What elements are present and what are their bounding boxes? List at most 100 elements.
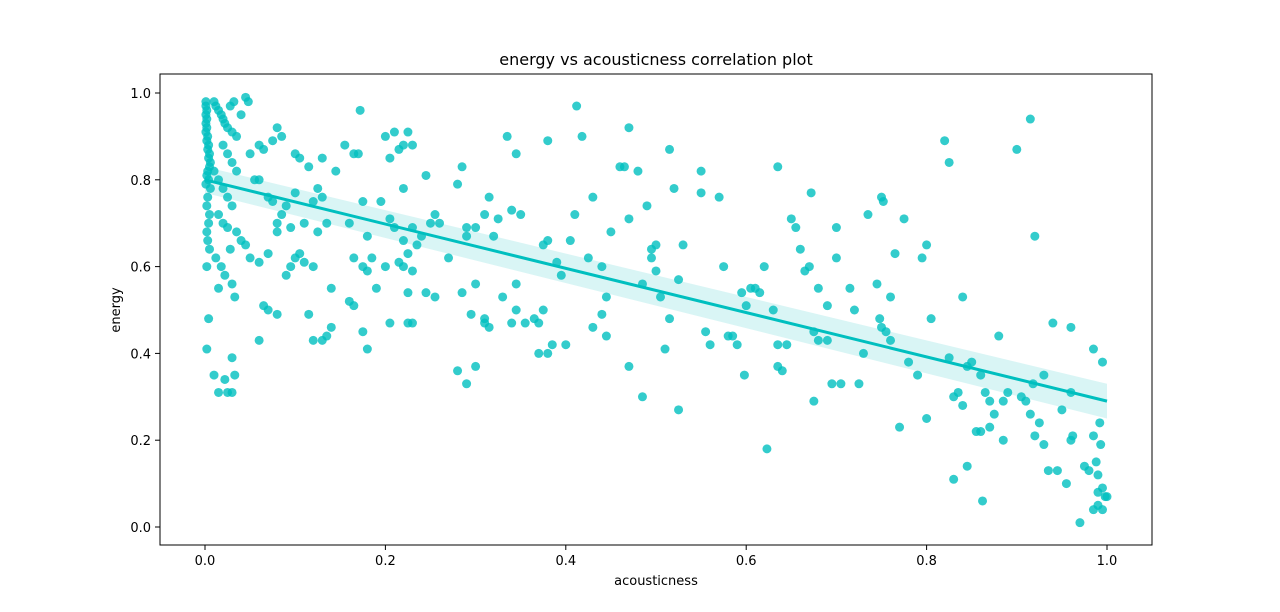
data-point xyxy=(243,97,253,107)
data-point xyxy=(209,166,219,176)
data-point xyxy=(489,231,499,241)
data-point xyxy=(1066,322,1076,332)
data-point xyxy=(762,444,772,454)
data-point xyxy=(225,244,235,254)
data-point xyxy=(254,335,264,345)
data-point xyxy=(1097,483,1107,493)
data-point xyxy=(202,344,212,354)
data-point xyxy=(227,157,237,167)
y-tick-label: 1.0 xyxy=(130,87,151,102)
data-point xyxy=(398,183,408,193)
data-point xyxy=(1025,114,1035,124)
data-point xyxy=(822,301,832,311)
data-point xyxy=(426,218,435,228)
data-point xyxy=(1088,431,1098,441)
data-point xyxy=(281,270,291,280)
data-point xyxy=(1012,144,1022,154)
data-point xyxy=(606,227,616,237)
data-point xyxy=(786,214,796,224)
data-point xyxy=(619,162,629,172)
data-point xyxy=(768,305,778,315)
data-point xyxy=(985,422,995,432)
data-point xyxy=(858,348,868,358)
data-point xyxy=(985,396,995,406)
data-point xyxy=(1048,318,1058,328)
data-point xyxy=(290,188,300,198)
data-point xyxy=(755,288,765,298)
data-point xyxy=(543,236,553,246)
data-point xyxy=(1068,431,1078,441)
data-point xyxy=(313,227,323,237)
data-point xyxy=(980,387,990,397)
data-point xyxy=(642,201,652,211)
data-point xyxy=(1097,357,1107,367)
x-axis-label: acousticness xyxy=(614,574,698,589)
data-point xyxy=(326,283,336,293)
data-point xyxy=(444,253,454,263)
data-point xyxy=(1088,344,1098,354)
data-point xyxy=(728,331,738,341)
data-point xyxy=(254,257,264,267)
data-point xyxy=(322,331,332,341)
data-point xyxy=(782,340,792,350)
data-point xyxy=(624,123,634,133)
data-point xyxy=(403,318,413,328)
data-point xyxy=(1039,440,1049,450)
data-point xyxy=(385,153,395,163)
data-point xyxy=(572,101,582,111)
y-tick-label: 0.8 xyxy=(130,174,151,189)
data-point xyxy=(878,197,888,206)
data-point xyxy=(457,288,467,298)
data-point xyxy=(665,314,675,324)
data-point xyxy=(886,292,896,302)
data-point xyxy=(340,140,350,150)
data-point xyxy=(588,322,598,332)
data-point xyxy=(1021,396,1031,406)
data-point xyxy=(205,244,215,254)
data-point xyxy=(1102,492,1112,502)
data-point xyxy=(286,262,296,272)
data-point xyxy=(403,127,413,137)
data-point xyxy=(232,131,242,141)
data-point xyxy=(958,400,968,410)
data-point xyxy=(462,231,472,241)
data-point xyxy=(211,253,221,263)
data-point xyxy=(304,162,314,172)
data-point xyxy=(1084,466,1094,476)
data-point xyxy=(272,227,282,237)
data-point xyxy=(674,275,684,285)
data-point xyxy=(223,149,233,159)
data-point xyxy=(498,292,508,302)
data-point xyxy=(601,331,611,341)
data-point xyxy=(484,192,494,202)
data-point xyxy=(430,292,440,302)
data-point xyxy=(471,223,481,233)
data-point xyxy=(202,201,212,211)
data-point xyxy=(976,370,986,380)
data-point xyxy=(398,236,408,246)
data-point xyxy=(646,253,656,263)
data-point xyxy=(376,197,386,206)
x-axis-ticks: 0.0 0.2 0.4 0.6 0.8 1.0 xyxy=(195,545,1117,569)
data-point xyxy=(281,201,291,211)
data-point xyxy=(202,262,212,272)
data-point xyxy=(272,123,282,133)
data-point xyxy=(917,253,927,263)
data-point xyxy=(998,396,1008,406)
data-point xyxy=(547,340,557,350)
data-point xyxy=(570,210,580,220)
data-point xyxy=(701,327,711,337)
data-point xyxy=(204,314,214,324)
data-point xyxy=(331,166,341,176)
data-point xyxy=(1025,409,1035,419)
data-point xyxy=(286,223,296,233)
data-point xyxy=(268,136,278,146)
confidence-band-layer xyxy=(205,166,1107,419)
data-point xyxy=(227,387,237,397)
data-point xyxy=(203,192,213,202)
data-point xyxy=(268,197,278,206)
data-point xyxy=(953,387,963,397)
data-point xyxy=(719,262,729,272)
data-point xyxy=(543,348,553,358)
data-point xyxy=(263,249,273,259)
